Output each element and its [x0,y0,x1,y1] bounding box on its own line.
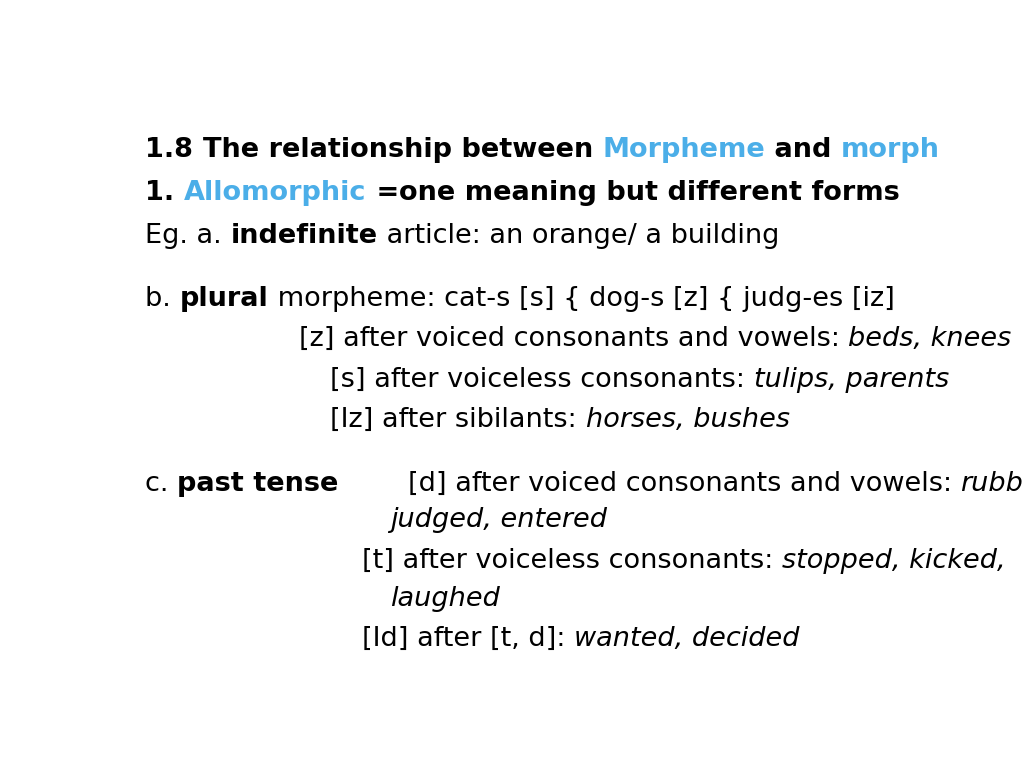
Text: [Iz] after sibilants:: [Iz] after sibilants: [331,407,586,432]
Text: =: = [367,180,398,206]
Text: [z] after voiced consonants and vowels:: [z] after voiced consonants and vowels: [299,326,848,353]
Text: morph: morph [841,137,940,163]
Text: [t] after voiceless consonants:: [t] after voiceless consonants: [362,548,782,574]
Text: article: an orange/ a building: article: an orange/ a building [378,223,779,249]
Text: b.: b. [145,286,180,312]
Text: indefinite: indefinite [230,223,378,249]
Text: plural: plural [180,286,268,312]
Text: one meaning but different forms: one meaning but different forms [398,180,900,206]
Text: laughed: laughed [390,586,500,612]
Text: 1.: 1. [145,180,184,206]
Text: Morpheme: Morpheme [602,137,765,163]
Text: beds, knees: beds, knees [848,326,1012,353]
Text: 1.8: 1.8 [145,137,203,163]
Text: morpheme: cat-s [s] { dog-s [z] { judg-es [iz]: morpheme: cat-s [s] { dog-s [z] { judg-e… [268,286,894,312]
Text: stopped, kicked,: stopped, kicked, [782,548,1006,574]
Text: horses, bushes: horses, bushes [586,407,790,432]
Text: Allomorphic: Allomorphic [184,180,367,206]
Text: and: and [765,137,841,163]
Text: [d] after voiced consonants and vowels:: [d] after voiced consonants and vowels: [339,471,961,497]
Text: [s] after voiceless consonants:: [s] after voiceless consonants: [331,366,754,392]
Text: judged, entered: judged, entered [390,508,607,533]
Text: The relationship between: The relationship between [203,137,602,163]
Text: wanted, decided: wanted, decided [574,626,800,652]
Text: c.: c. [145,471,177,497]
Text: past tense: past tense [177,471,339,497]
Text: tulips, parents: tulips, parents [754,366,949,392]
Text: Eg. a.: Eg. a. [145,223,230,249]
Text: [Id] after [t, d]:: [Id] after [t, d]: [362,626,574,652]
Text: rubbed,: rubbed, [961,471,1024,497]
